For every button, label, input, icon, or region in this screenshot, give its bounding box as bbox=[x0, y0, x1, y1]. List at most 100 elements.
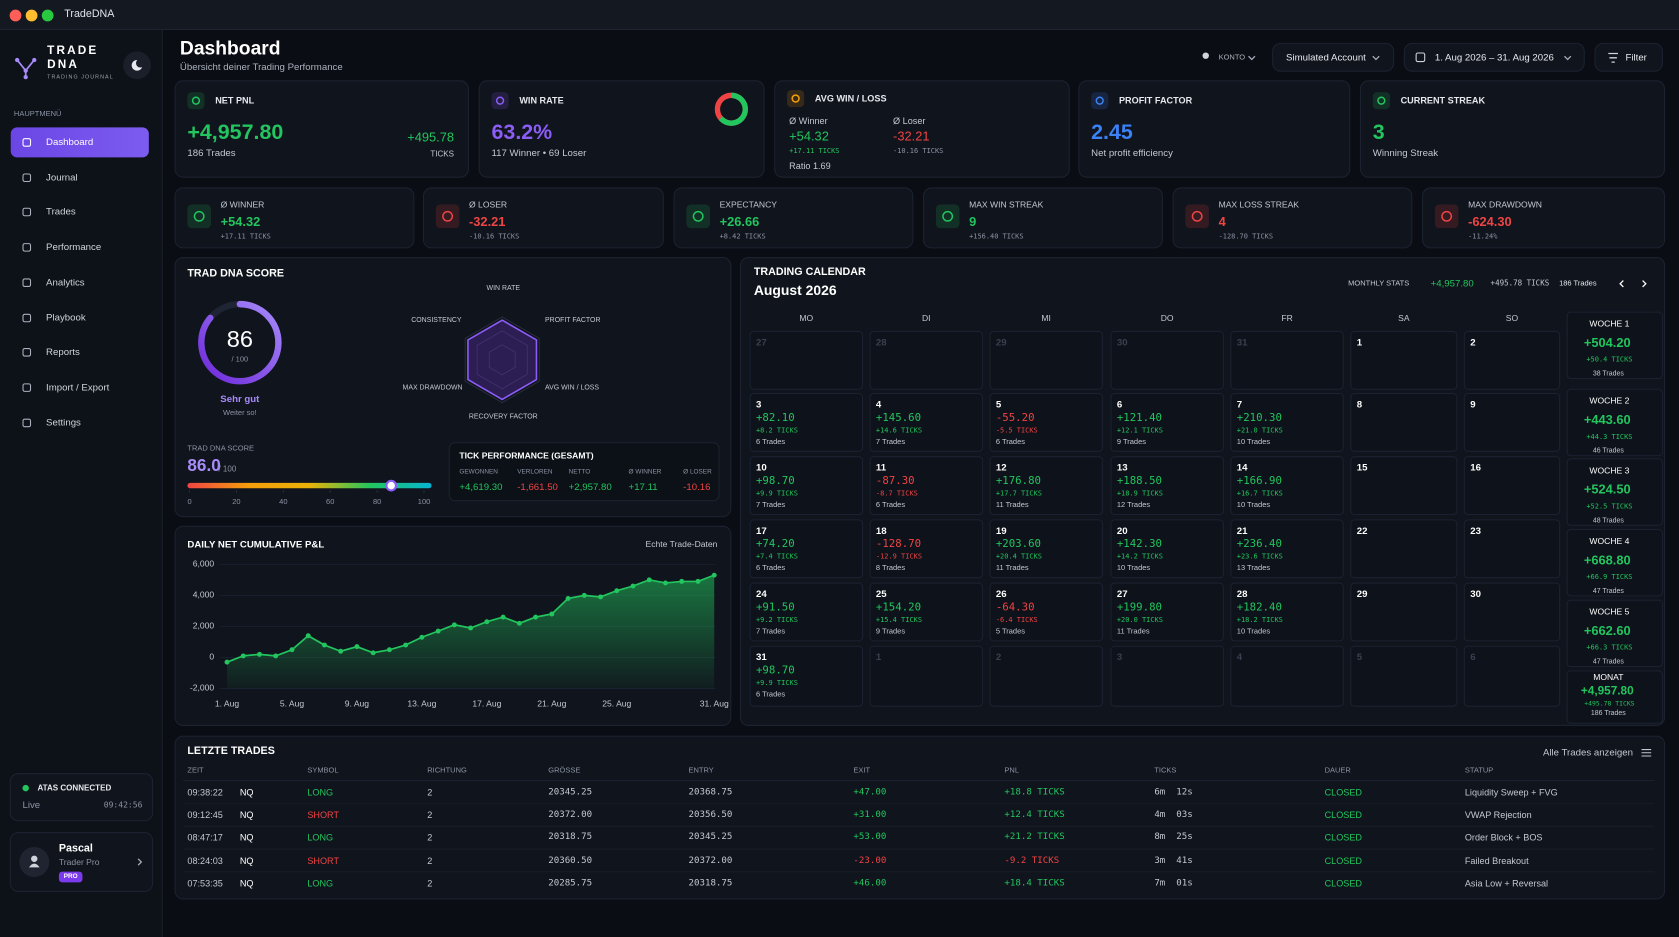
day-number: 1 bbox=[1356, 336, 1363, 348]
column-header: GRÖSSE bbox=[548, 767, 581, 775]
week-trades: 46 Trades bbox=[1592, 447, 1624, 455]
day-cell[interactable] bbox=[1110, 645, 1224, 707]
day-cell[interactable] bbox=[869, 645, 983, 707]
account-label[interactable]: KONTO bbox=[1218, 54, 1246, 62]
day-cell[interactable] bbox=[989, 519, 1103, 579]
nav-label: Settings bbox=[46, 416, 81, 428]
day-cell[interactable] bbox=[869, 519, 983, 579]
day-trades: 11 Trades bbox=[1116, 628, 1150, 636]
prev-month[interactable] bbox=[1614, 275, 1631, 292]
day-pnl: +82.10 bbox=[755, 412, 795, 425]
day-cell[interactable] bbox=[1350, 582, 1458, 642]
nav-item[interactable] bbox=[11, 162, 149, 192]
day-cell[interactable] bbox=[1463, 392, 1561, 452]
table-cell: LONG bbox=[307, 786, 334, 798]
table-cell: 8m 25s bbox=[1154, 832, 1193, 843]
brand: TRADE bbox=[47, 44, 99, 58]
table-row[interactable] bbox=[183, 827, 1654, 849]
day-cell[interactable] bbox=[1110, 392, 1224, 452]
day-cell[interactable] bbox=[749, 392, 864, 452]
day-number: 25 bbox=[875, 588, 887, 600]
day-number: 19 bbox=[995, 525, 1007, 536]
table-row[interactable] bbox=[183, 872, 1654, 894]
view-all-link[interactable]: Alle Trades anzeigen bbox=[1542, 746, 1633, 758]
day-cell[interactable] bbox=[869, 582, 983, 642]
day-cell[interactable] bbox=[1110, 519, 1224, 579]
connection-state: Live bbox=[22, 799, 41, 811]
day-cell[interactable] bbox=[749, 645, 864, 707]
week-trades: 47 Trades bbox=[1592, 658, 1624, 666]
day-cell[interactable] bbox=[1463, 645, 1561, 707]
day-cell[interactable] bbox=[1110, 330, 1224, 390]
day-trades: 6 Trades bbox=[755, 691, 786, 699]
window-button[interactable] bbox=[41, 9, 54, 22]
day-cell[interactable] bbox=[1350, 519, 1458, 579]
day-trades: 10 Trades bbox=[1236, 438, 1271, 446]
day-pnl: -128.70 bbox=[875, 538, 922, 551]
day-cell[interactable] bbox=[749, 456, 864, 516]
day-cell[interactable] bbox=[1110, 456, 1224, 516]
day-cell[interactable] bbox=[1230, 392, 1344, 452]
stat-value: 9 bbox=[969, 214, 977, 230]
day-cell[interactable] bbox=[1350, 330, 1458, 390]
table-row[interactable] bbox=[183, 850, 1654, 872]
day-cell[interactable] bbox=[749, 582, 864, 642]
chart-note: Echte Trade-Daten bbox=[645, 539, 718, 550]
nav-item[interactable] bbox=[11, 197, 149, 227]
day-pnl: +236.40 bbox=[1236, 538, 1282, 551]
column-header: ENTRY bbox=[688, 767, 714, 775]
table-row[interactable] bbox=[183, 782, 1654, 804]
day-cell[interactable] bbox=[1110, 582, 1224, 642]
y-tick-label: -2,000 bbox=[189, 683, 215, 693]
day-cell[interactable] bbox=[1463, 582, 1561, 642]
day-number: 14 bbox=[1236, 462, 1248, 473]
filter-button[interactable] bbox=[1594, 42, 1663, 72]
day-cell[interactable] bbox=[749, 330, 864, 390]
day-number: 18 bbox=[875, 525, 887, 536]
day-cell[interactable] bbox=[1350, 392, 1458, 452]
day-cell[interactable] bbox=[989, 392, 1103, 452]
table-cell: SHORT bbox=[307, 854, 340, 866]
next-month[interactable] bbox=[1635, 275, 1652, 292]
table-cell: 20345.25 bbox=[688, 832, 733, 843]
day-cell[interactable] bbox=[1230, 519, 1344, 579]
day-cell[interactable] bbox=[1230, 456, 1344, 516]
day-cell[interactable] bbox=[1230, 330, 1344, 390]
window-button[interactable] bbox=[25, 9, 38, 22]
day-ticks: +9.2 TICKS bbox=[755, 615, 798, 625]
table-cell: +21.2 TICKS bbox=[1004, 832, 1065, 843]
date-select[interactable] bbox=[1403, 42, 1585, 72]
day-trades: 9 Trades bbox=[1116, 438, 1147, 446]
day-trades: 11 Trades bbox=[995, 564, 1029, 573]
day-cell[interactable] bbox=[989, 645, 1103, 707]
day-cell[interactable] bbox=[1463, 519, 1561, 579]
day-cell[interactable] bbox=[749, 519, 864, 579]
table-cell: NQ bbox=[239, 809, 254, 821]
day-cell[interactable] bbox=[1350, 645, 1458, 707]
day-ticks: +9.9 TICKS bbox=[755, 678, 798, 688]
bar-tick-label: 60 bbox=[326, 498, 335, 506]
table-row[interactable] bbox=[183, 804, 1654, 826]
day-cell[interactable] bbox=[1230, 645, 1344, 707]
day-cell[interactable] bbox=[989, 456, 1103, 516]
icon bbox=[787, 89, 805, 108]
x-tick-label: 31. Aug bbox=[699, 699, 729, 709]
tick-perf-column: VERLOREN bbox=[517, 469, 553, 476]
day-cell[interactable] bbox=[1230, 582, 1344, 642]
day-cell[interactable] bbox=[989, 582, 1103, 642]
brand-tagline: TRADING JOURNAL bbox=[47, 74, 114, 81]
table-cell: -23.00 bbox=[853, 854, 887, 866]
day-cell[interactable] bbox=[869, 456, 983, 516]
day-cell[interactable] bbox=[869, 392, 983, 452]
theme-toggle[interactable] bbox=[123, 51, 151, 80]
tick-perf-column: Ø LOSER bbox=[683, 469, 712, 476]
day-cell[interactable] bbox=[1463, 330, 1561, 390]
day-cell[interactable] bbox=[869, 330, 983, 390]
window-button[interactable] bbox=[9, 9, 22, 22]
day-trades: 6 Trades bbox=[755, 438, 786, 446]
day-pnl: +210.30 bbox=[1236, 412, 1282, 425]
day-cell[interactable] bbox=[1463, 456, 1561, 516]
week-ticks: +66.9 TICKS bbox=[1586, 572, 1633, 582]
day-cell[interactable] bbox=[1350, 456, 1458, 516]
day-cell[interactable] bbox=[989, 330, 1103, 390]
